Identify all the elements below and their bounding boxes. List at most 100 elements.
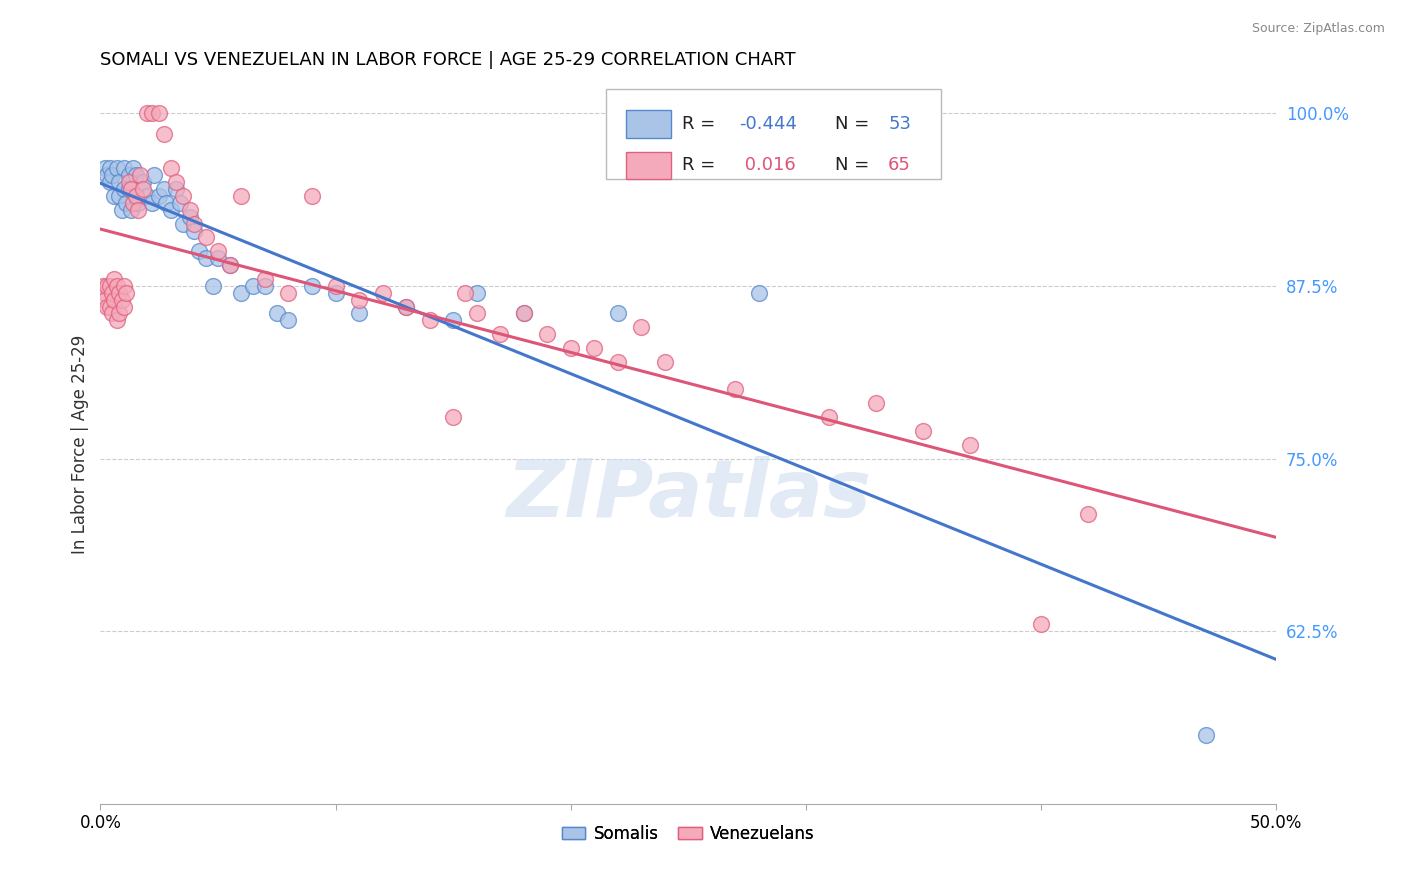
Point [122, 196, 145, 211]
Point [103, 189, 125, 203]
Point [96, 278, 118, 293]
Point [347, 306, 370, 320]
Point [301, 189, 323, 203]
Point [124, 169, 146, 183]
Point [959, 438, 981, 452]
Point [606, 306, 628, 320]
Point [371, 285, 394, 300]
Point [91, 278, 114, 293]
Point [115, 196, 138, 211]
Point [1029, 617, 1052, 632]
Point [153, 182, 176, 196]
Point [124, 189, 146, 203]
Point [105, 161, 128, 176]
Text: 53: 53 [889, 115, 911, 133]
Point [183, 217, 205, 231]
Point [129, 169, 152, 183]
Point [1077, 507, 1099, 521]
Point [395, 300, 418, 314]
Point [266, 306, 288, 320]
Point [155, 196, 177, 211]
Text: 65: 65 [889, 156, 911, 175]
Point [183, 224, 205, 238]
Point [231, 285, 253, 300]
Text: R =: R = [682, 115, 721, 133]
Point [301, 278, 323, 293]
Point [277, 285, 299, 300]
Point [1194, 728, 1216, 742]
Point [127, 196, 149, 211]
Point [172, 189, 194, 203]
Point [101, 285, 124, 300]
Point [94, 285, 117, 300]
Point [117, 182, 139, 196]
Point [141, 106, 163, 120]
Point [105, 278, 128, 293]
Point [231, 189, 253, 203]
Point [325, 278, 347, 293]
Point [108, 175, 131, 189]
Text: N =: N = [835, 156, 875, 175]
Point [253, 272, 276, 286]
Point [606, 355, 628, 369]
Point [253, 278, 276, 293]
Point [560, 341, 582, 355]
Point [179, 202, 201, 217]
Text: Source: ZipAtlas.com: Source: ZipAtlas.com [1251, 22, 1385, 36]
Point [912, 424, 935, 438]
Point [818, 410, 841, 425]
Point [179, 210, 201, 224]
Point [122, 161, 145, 176]
Point [143, 169, 166, 183]
Point [120, 182, 142, 196]
Point [195, 230, 218, 244]
Point [136, 189, 159, 203]
Point [207, 251, 229, 265]
Point [117, 169, 139, 183]
Point [277, 313, 299, 327]
Point [748, 285, 770, 300]
Point [108, 306, 131, 320]
Point [160, 202, 183, 217]
Point [160, 161, 183, 176]
Text: N =: N = [835, 115, 875, 133]
Text: R =: R = [682, 156, 721, 175]
Point [153, 127, 176, 141]
Point [195, 251, 218, 265]
Point [103, 272, 125, 286]
Point [112, 278, 135, 293]
Point [630, 320, 652, 334]
Point [865, 396, 887, 410]
Point [94, 293, 117, 307]
Point [105, 313, 128, 327]
Y-axis label: In Labor Force | Age 25-29: In Labor Force | Age 25-29 [72, 335, 89, 554]
Point [169, 196, 191, 211]
Point [98, 161, 121, 176]
Point [536, 327, 558, 342]
Text: 0.016: 0.016 [738, 156, 796, 175]
Point [148, 189, 170, 203]
Point [218, 258, 240, 272]
FancyBboxPatch shape [606, 89, 941, 179]
Point [724, 383, 747, 397]
Point [395, 300, 418, 314]
Point [112, 161, 135, 176]
Point [101, 306, 124, 320]
Point [454, 285, 477, 300]
Point [489, 327, 512, 342]
Point [441, 313, 464, 327]
FancyBboxPatch shape [626, 111, 671, 137]
FancyBboxPatch shape [626, 152, 671, 179]
Point [512, 306, 534, 320]
Point [148, 106, 170, 120]
Point [242, 278, 264, 293]
Point [98, 278, 121, 293]
Point [124, 189, 146, 203]
Point [465, 285, 488, 300]
Point [96, 169, 118, 183]
Point [165, 175, 187, 189]
Legend: Somalis, Venezuelans: Somalis, Venezuelans [555, 818, 821, 849]
Point [110, 202, 132, 217]
Point [120, 202, 142, 217]
Point [325, 285, 347, 300]
